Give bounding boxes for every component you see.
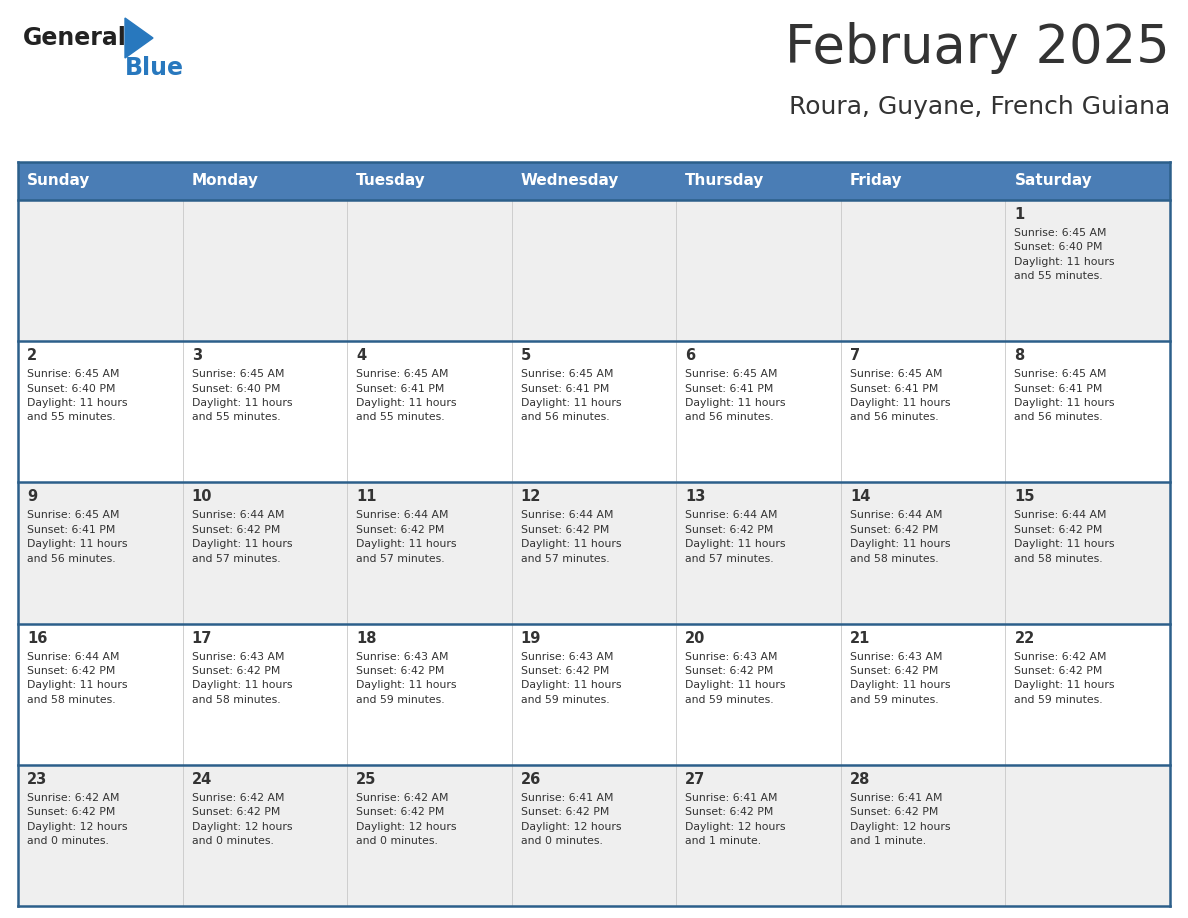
Polygon shape (125, 18, 153, 58)
Text: 5: 5 (520, 348, 531, 364)
Text: 25: 25 (356, 772, 377, 787)
Text: 20: 20 (685, 631, 706, 645)
Text: 16: 16 (27, 631, 48, 645)
Text: 27: 27 (685, 772, 706, 787)
Text: 12: 12 (520, 489, 541, 504)
Text: Sunrise: 6:44 AM
Sunset: 6:42 PM
Daylight: 11 hours
and 58 minutes.: Sunrise: 6:44 AM Sunset: 6:42 PM Dayligh… (849, 510, 950, 564)
Bar (18, 623, 1170, 765)
Bar (18, 162, 1170, 200)
Bar (18, 200, 1170, 341)
Text: 8: 8 (1015, 348, 1025, 364)
Text: Sunrise: 6:45 AM
Sunset: 6:41 PM
Daylight: 11 hours
and 55 minutes.: Sunrise: 6:45 AM Sunset: 6:41 PM Dayligh… (356, 369, 456, 422)
Text: Sunrise: 6:45 AM
Sunset: 6:41 PM
Daylight: 11 hours
and 56 minutes.: Sunrise: 6:45 AM Sunset: 6:41 PM Dayligh… (520, 369, 621, 422)
Text: Sunrise: 6:43 AM
Sunset: 6:42 PM
Daylight: 11 hours
and 58 minutes.: Sunrise: 6:43 AM Sunset: 6:42 PM Dayligh… (191, 652, 292, 705)
Text: Tuesday: Tuesday (356, 174, 425, 188)
Text: Sunrise: 6:44 AM
Sunset: 6:42 PM
Daylight: 11 hours
and 58 minutes.: Sunrise: 6:44 AM Sunset: 6:42 PM Dayligh… (1015, 510, 1114, 564)
Text: 11: 11 (356, 489, 377, 504)
Text: 6: 6 (685, 348, 695, 364)
Text: 10: 10 (191, 489, 213, 504)
Text: Sunrise: 6:44 AM
Sunset: 6:42 PM
Daylight: 11 hours
and 57 minutes.: Sunrise: 6:44 AM Sunset: 6:42 PM Dayligh… (685, 510, 785, 564)
Text: Sunrise: 6:44 AM
Sunset: 6:42 PM
Daylight: 11 hours
and 58 minutes.: Sunrise: 6:44 AM Sunset: 6:42 PM Dayligh… (27, 652, 127, 705)
Text: 15: 15 (1015, 489, 1035, 504)
Text: 14: 14 (849, 489, 871, 504)
Text: 13: 13 (685, 489, 706, 504)
Text: 19: 19 (520, 631, 541, 645)
Text: 18: 18 (356, 631, 377, 645)
Text: 26: 26 (520, 772, 541, 787)
Text: Sunrise: 6:45 AM
Sunset: 6:41 PM
Daylight: 11 hours
and 56 minutes.: Sunrise: 6:45 AM Sunset: 6:41 PM Dayligh… (685, 369, 785, 422)
Text: 4: 4 (356, 348, 366, 364)
Text: Sunrise: 6:44 AM
Sunset: 6:42 PM
Daylight: 11 hours
and 57 minutes.: Sunrise: 6:44 AM Sunset: 6:42 PM Dayligh… (191, 510, 292, 564)
Bar (18, 341, 1170, 482)
Text: Sunrise: 6:41 AM
Sunset: 6:42 PM
Daylight: 12 hours
and 1 minute.: Sunrise: 6:41 AM Sunset: 6:42 PM Dayligh… (685, 793, 785, 846)
Text: Sunrise: 6:42 AM
Sunset: 6:42 PM
Daylight: 11 hours
and 59 minutes.: Sunrise: 6:42 AM Sunset: 6:42 PM Dayligh… (1015, 652, 1114, 705)
Text: February 2025: February 2025 (785, 22, 1170, 74)
Text: Sunrise: 6:42 AM
Sunset: 6:42 PM
Daylight: 12 hours
and 0 minutes.: Sunrise: 6:42 AM Sunset: 6:42 PM Dayligh… (356, 793, 456, 846)
Text: 24: 24 (191, 772, 211, 787)
Text: General: General (23, 26, 127, 50)
Text: Sunrise: 6:41 AM
Sunset: 6:42 PM
Daylight: 12 hours
and 0 minutes.: Sunrise: 6:41 AM Sunset: 6:42 PM Dayligh… (520, 793, 621, 846)
Text: Saturday: Saturday (1015, 174, 1092, 188)
Text: Sunrise: 6:43 AM
Sunset: 6:42 PM
Daylight: 11 hours
and 59 minutes.: Sunrise: 6:43 AM Sunset: 6:42 PM Dayligh… (685, 652, 785, 705)
Text: 21: 21 (849, 631, 871, 645)
Text: Sunrise: 6:41 AM
Sunset: 6:42 PM
Daylight: 12 hours
and 1 minute.: Sunrise: 6:41 AM Sunset: 6:42 PM Dayligh… (849, 793, 950, 846)
Text: Sunrise: 6:45 AM
Sunset: 6:41 PM
Daylight: 11 hours
and 56 minutes.: Sunrise: 6:45 AM Sunset: 6:41 PM Dayligh… (849, 369, 950, 422)
Text: 9: 9 (27, 489, 37, 504)
Text: Friday: Friday (849, 174, 903, 188)
Text: Sunrise: 6:45 AM
Sunset: 6:41 PM
Daylight: 11 hours
and 56 minutes.: Sunrise: 6:45 AM Sunset: 6:41 PM Dayligh… (27, 510, 127, 564)
Bar (18, 765, 1170, 906)
Text: 28: 28 (849, 772, 871, 787)
Text: Sunrise: 6:44 AM
Sunset: 6:42 PM
Daylight: 11 hours
and 57 minutes.: Sunrise: 6:44 AM Sunset: 6:42 PM Dayligh… (356, 510, 456, 564)
Text: 17: 17 (191, 631, 211, 645)
Text: Sunday: Sunday (27, 174, 90, 188)
Text: Sunrise: 6:45 AM
Sunset: 6:40 PM
Daylight: 11 hours
and 55 minutes.: Sunrise: 6:45 AM Sunset: 6:40 PM Dayligh… (27, 369, 127, 422)
Text: Sunrise: 6:45 AM
Sunset: 6:40 PM
Daylight: 11 hours
and 55 minutes.: Sunrise: 6:45 AM Sunset: 6:40 PM Dayligh… (1015, 228, 1114, 281)
Text: Wednesday: Wednesday (520, 174, 619, 188)
Text: Sunrise: 6:42 AM
Sunset: 6:42 PM
Daylight: 12 hours
and 0 minutes.: Sunrise: 6:42 AM Sunset: 6:42 PM Dayligh… (191, 793, 292, 846)
Text: Sunrise: 6:43 AM
Sunset: 6:42 PM
Daylight: 11 hours
and 59 minutes.: Sunrise: 6:43 AM Sunset: 6:42 PM Dayligh… (356, 652, 456, 705)
Text: 7: 7 (849, 348, 860, 364)
Text: Sunrise: 6:45 AM
Sunset: 6:41 PM
Daylight: 11 hours
and 56 minutes.: Sunrise: 6:45 AM Sunset: 6:41 PM Dayligh… (1015, 369, 1114, 422)
Text: 1: 1 (1015, 207, 1025, 222)
Text: Sunrise: 6:43 AM
Sunset: 6:42 PM
Daylight: 11 hours
and 59 minutes.: Sunrise: 6:43 AM Sunset: 6:42 PM Dayligh… (520, 652, 621, 705)
Text: Sunrise: 6:43 AM
Sunset: 6:42 PM
Daylight: 11 hours
and 59 minutes.: Sunrise: 6:43 AM Sunset: 6:42 PM Dayligh… (849, 652, 950, 705)
Text: 22: 22 (1015, 631, 1035, 645)
Text: 2: 2 (27, 348, 37, 364)
Bar (18, 482, 1170, 623)
Text: Sunrise: 6:44 AM
Sunset: 6:42 PM
Daylight: 11 hours
and 57 minutes.: Sunrise: 6:44 AM Sunset: 6:42 PM Dayligh… (520, 510, 621, 564)
Text: Sunrise: 6:42 AM
Sunset: 6:42 PM
Daylight: 12 hours
and 0 minutes.: Sunrise: 6:42 AM Sunset: 6:42 PM Dayligh… (27, 793, 127, 846)
Text: 23: 23 (27, 772, 48, 787)
Text: Thursday: Thursday (685, 174, 765, 188)
Text: Monday: Monday (191, 174, 259, 188)
Text: 3: 3 (191, 348, 202, 364)
Text: Roura, Guyane, French Guiana: Roura, Guyane, French Guiana (789, 95, 1170, 119)
Text: Blue: Blue (125, 56, 184, 80)
Text: Sunrise: 6:45 AM
Sunset: 6:40 PM
Daylight: 11 hours
and 55 minutes.: Sunrise: 6:45 AM Sunset: 6:40 PM Dayligh… (191, 369, 292, 422)
